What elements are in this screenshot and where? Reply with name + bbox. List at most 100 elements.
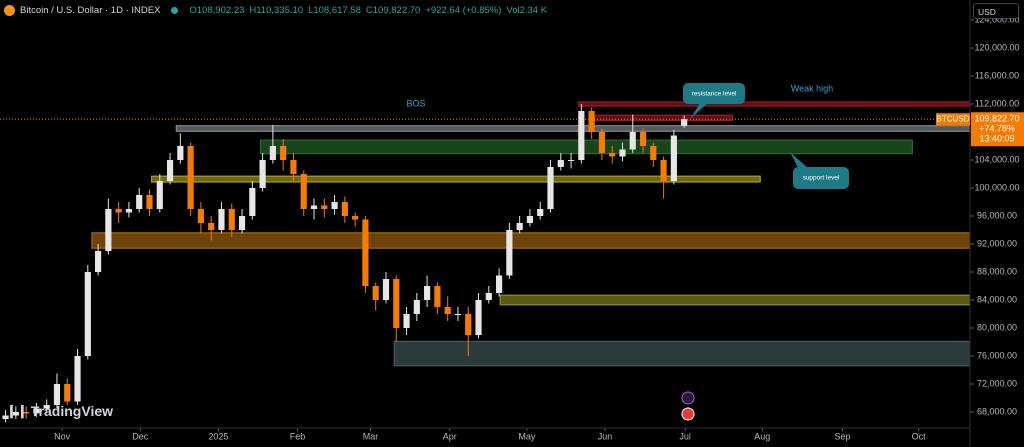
candle-body [310, 205, 318, 209]
price-zone [592, 114, 733, 122]
candle-body [53, 383, 61, 405]
candle-body [434, 285, 441, 307]
x-tick-label: Mar [363, 431, 379, 441]
candle-body [95, 250, 102, 272]
candle-body [166, 159, 174, 181]
candle-body [2, 415, 9, 419]
candle-body [249, 187, 256, 216]
candle-body [403, 313, 410, 328]
candle-body [64, 383, 71, 402]
candle-body [43, 404, 50, 409]
legend-header: Bitcoin / U.S. Dollar · 1D · INDEX O108,… [4, 3, 547, 17]
resistance-callout [683, 83, 745, 104]
candle-body [115, 208, 122, 213]
price-zone [499, 294, 970, 306]
y-tick-label: 68,000.00 [977, 406, 1017, 416]
x-tick-label: Sep [834, 431, 850, 441]
resistance-label: resistance level [692, 91, 737, 98]
y-tick-label: 84,000.00 [977, 294, 1017, 304]
x-tick-label: Nov [54, 431, 71, 441]
candle-body [537, 208, 544, 216]
candle-body [485, 292, 492, 300]
candle-body [300, 173, 307, 209]
ohlc-close: C109,822.70 [365, 4, 421, 16]
y-tick-label: 80,000.00 [977, 322, 1017, 332]
candle-body [382, 278, 390, 300]
candle-body [413, 299, 420, 314]
y-tick-label: 92,000.00 [977, 238, 1017, 248]
change: +922.64 (+0.85%) [425, 4, 502, 16]
status-dot [171, 6, 179, 14]
candle-body [670, 135, 677, 181]
candle-body [197, 208, 204, 223]
x-tick-label: Oct [912, 431, 927, 441]
countdown: 13:40:09 [979, 134, 1014, 144]
x-tick-label: Jun [598, 431, 613, 441]
y-tick-label: 104,000.00 [974, 154, 1019, 164]
x-tick-label: Jul [679, 431, 691, 441]
candle-body [506, 229, 513, 276]
candle-body [516, 222, 523, 230]
candle-body [362, 219, 369, 286]
price-zone [393, 340, 970, 367]
candle-body [33, 408, 40, 414]
candle-body [74, 355, 81, 402]
price-tag-box [971, 112, 1024, 147]
candle-body [454, 313, 462, 315]
y-tick-label: 72,000.00 [977, 378, 1017, 388]
x-tick-label: Aug [754, 431, 770, 441]
callout-pointer [790, 152, 808, 168]
candle-body [228, 208, 235, 230]
currency-select[interactable]: USD [973, 3, 1019, 19]
candle-body [290, 159, 297, 174]
y-tick-label: 96,000.00 [977, 210, 1017, 220]
candle-body [660, 159, 667, 181]
candle-body [238, 215, 246, 230]
btc-icon [4, 4, 15, 16]
candle-body [681, 119, 688, 126]
candle-body [269, 145, 276, 160]
candle-body [12, 411, 19, 416]
candle-body [465, 313, 472, 335]
candle-body [341, 201, 348, 216]
candle-body [208, 222, 215, 230]
candle-body [639, 131, 647, 146]
candle-body [187, 145, 194, 209]
candle-body [547, 166, 554, 209]
price-zone [91, 232, 970, 249]
support-label: support level [803, 175, 840, 182]
candle-body [526, 215, 534, 223]
brand-logo: ❙❙ TradingView [6, 403, 113, 419]
y-tick-label: 116,000.00 [975, 70, 1019, 80]
price-zone [175, 125, 970, 132]
brand-text: TradingView [30, 403, 114, 419]
candle-body [259, 159, 266, 188]
symbol-tag: BTCUSD [937, 114, 970, 123]
candle-body [609, 152, 616, 157]
candle-body [321, 205, 328, 209]
candle-body [372, 285, 379, 300]
x-tick-label: May [518, 431, 536, 441]
candle-body [23, 411, 30, 414]
x-tick-label: 2025 [208, 431, 228, 441]
ohlc-low: L108,617.58 [308, 4, 361, 16]
event-icon[interactable] [681, 391, 695, 405]
volume: Vol2.34 K [506, 4, 548, 16]
x-tick-label: Dec [132, 431, 149, 441]
candle-body [557, 159, 564, 167]
candle-body [125, 208, 133, 213]
logo-mark: ❙❙ [6, 403, 28, 418]
candle-body [567, 159, 575, 161]
candle-body [84, 271, 91, 356]
candle-body [424, 285, 431, 300]
y-tick-label: 100,000.00 [974, 182, 1019, 192]
event-icon[interactable] [681, 407, 695, 421]
candle-body [650, 145, 657, 160]
y-tick-label: 88,000.00 [977, 266, 1017, 276]
y-tick-label: 76,000.00 [977, 350, 1017, 360]
price-zone [260, 139, 913, 155]
symbol-title: Bitcoin / U.S. Dollar · 1D · INDEX [20, 4, 161, 16]
candle-body [105, 208, 112, 251]
